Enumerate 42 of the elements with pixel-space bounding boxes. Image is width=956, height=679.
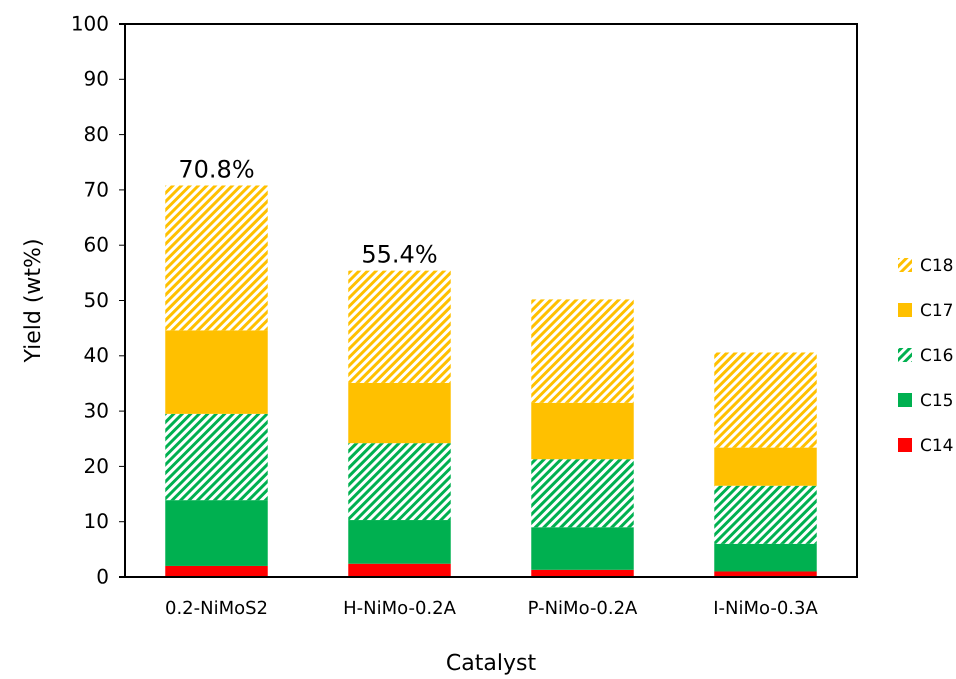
bar	[531, 527, 634, 570]
x-tick-label: I-NiMo-0.3A	[713, 598, 818, 619]
x-tick-label: H-NiMo-0.2A	[343, 598, 457, 619]
legend-label: C18	[920, 256, 954, 276]
bar	[165, 500, 268, 566]
bar	[714, 352, 817, 448]
x-tick-label: P-NiMo-0.2A	[528, 598, 638, 619]
legend-label: C16	[920, 346, 954, 366]
y-tick-label: 40	[84, 343, 109, 368]
x-tick-label: 0.2-NiMoS2	[164, 598, 268, 619]
bar	[348, 520, 451, 564]
bar	[714, 486, 817, 544]
legend-label: C14	[920, 436, 954, 456]
bar	[714, 544, 817, 572]
bar	[165, 185, 268, 330]
bar	[348, 443, 451, 520]
bar	[165, 566, 268, 577]
x-axis-title: Catalyst	[446, 651, 536, 676]
legend-label: C15	[920, 391, 954, 411]
bar	[348, 270, 451, 383]
bar	[531, 299, 634, 403]
bar	[348, 564, 451, 577]
bar	[165, 330, 268, 414]
y-axis-title: Yield (wt%)	[21, 238, 46, 364]
bar	[714, 448, 817, 486]
y-tick-label: 100	[70, 11, 109, 36]
y-tick-label: 10	[84, 509, 109, 534]
y-tick-label: 90	[84, 66, 109, 91]
total-label: 70.8%	[178, 155, 255, 184]
bar	[165, 414, 268, 500]
y-tick-label: 0	[96, 564, 109, 588]
total-label: 55.4%	[361, 240, 438, 269]
y-tick-label: 50	[84, 288, 109, 312]
y-tick-label: 70	[84, 177, 109, 202]
bar	[531, 402, 634, 460]
y-tick-label: 30	[84, 398, 109, 422]
legend-label: C17	[920, 301, 954, 321]
y-tick-label: 80	[84, 122, 109, 146]
y-tick-label: 60	[84, 232, 109, 257]
bar	[531, 459, 634, 528]
bar	[348, 382, 451, 444]
y-tick-label: 20	[84, 454, 109, 478]
